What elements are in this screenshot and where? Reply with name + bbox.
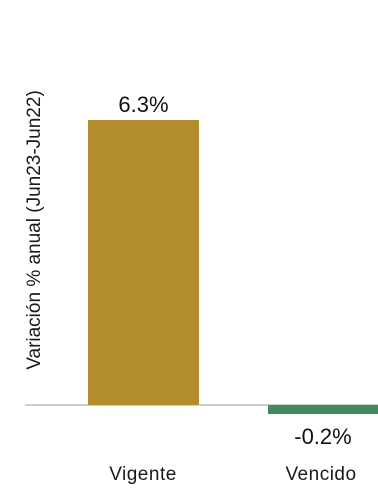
category-label-vencido: Vencido [285,464,356,485]
y-axis-label: Variación % anual (Jun23-Jun22) [24,90,45,370]
bar-vigente [88,120,199,405]
data-label-vigente: 6.3% [118,92,168,117]
category-label-vigente: Vigente [109,464,177,485]
bar-vencido [268,405,378,415]
data-label-vencido: -0.2% [294,424,351,449]
